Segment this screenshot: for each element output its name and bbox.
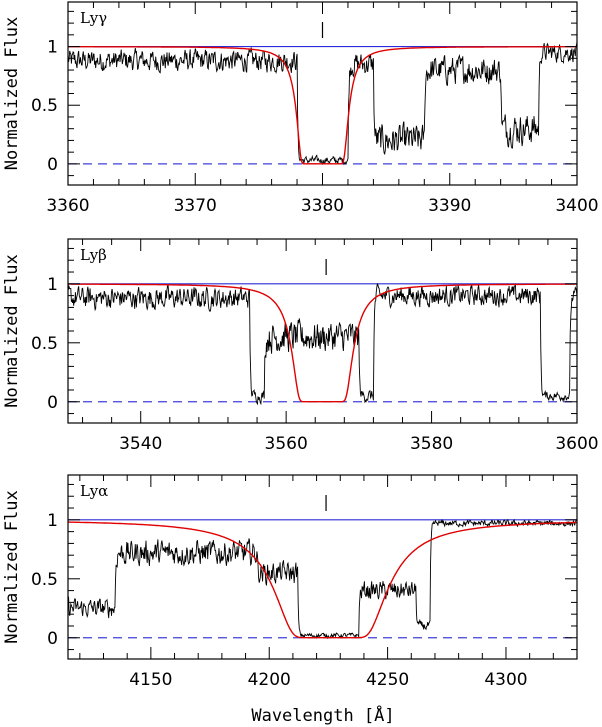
lybeta-x-tick-label: 3600 (555, 434, 598, 454)
lygamma-fit-line (68, 46, 577, 165)
lygamma-panel-label: Lyγ (80, 9, 107, 27)
x-axis-title: Wavelength [Å] (251, 704, 394, 726)
panel-lybeta: 3540 3560 3580 3600 0 0.5 1 Normalized Flux Lyβ (2, 238, 599, 454)
lyalpha-y-tick-label: 1 (47, 511, 58, 531)
lyalpha-y-axis-title: Normalized Flux (2, 490, 22, 644)
lybeta-x-tick-label: 3540 (119, 434, 162, 454)
lyalpha-fit-line (68, 521, 577, 639)
lybeta-y-tick-label: 1 (47, 275, 58, 295)
lygamma-y-axis-title: Normalized Flux (2, 17, 22, 171)
lygamma-x-tick-label: 3400 (555, 196, 598, 216)
lyalpha-y-tick-label: 0 (47, 629, 58, 649)
lybeta-x-tick-label: 3580 (410, 434, 453, 454)
lybeta-panel-label: Lyβ (80, 246, 107, 264)
lybeta-y-tick-label: 0.5 (31, 334, 58, 354)
lybeta-y-axis-title: Normalized Flux (2, 254, 22, 408)
lygamma-y-tick-label: 1 (47, 38, 58, 58)
lyalpha-panel-label: Lyα (80, 482, 108, 500)
panel-lygamma: 3360 3370 3380 3390 3400 0 0.5 1 Normalized Flux… (2, 1, 599, 216)
lygamma-y-tick-label: 0.5 (31, 96, 58, 116)
lyalpha-x-tick-label: 4200 (248, 670, 291, 690)
lyalpha-x-tick-label: 4250 (366, 670, 409, 690)
lygamma-x-tick-label: 3390 (428, 196, 471, 216)
lyalpha-x-tick-label: 4300 (484, 670, 527, 690)
lybeta-y-tick-label: 0 (47, 393, 58, 413)
lyalpha-y-tick-label: 0.5 (31, 570, 58, 590)
lyalpha-spectrum-line (68, 518, 577, 640)
panel-lyalpha: 4150 4200 4250 4300 0 0.5 1 Normalized Flux Lyα (2, 474, 578, 690)
lygamma-x-tick-label: 3380 (301, 196, 344, 216)
lyalpha-plot-frame (67, 474, 578, 660)
lygamma-spectrum-line (68, 41, 577, 166)
lygamma-y-tick-label: 0 (47, 155, 58, 175)
lygamma-x-tick-label: 3370 (174, 196, 217, 216)
lygamma-x-tick-label: 3360 (46, 196, 89, 216)
lybeta-x-tick-label: 3560 (265, 434, 308, 454)
lybeta-spectrum-line (68, 282, 577, 406)
lyalpha-x-tick-label: 4150 (129, 670, 172, 690)
lybeta-fit-line (68, 283, 577, 403)
